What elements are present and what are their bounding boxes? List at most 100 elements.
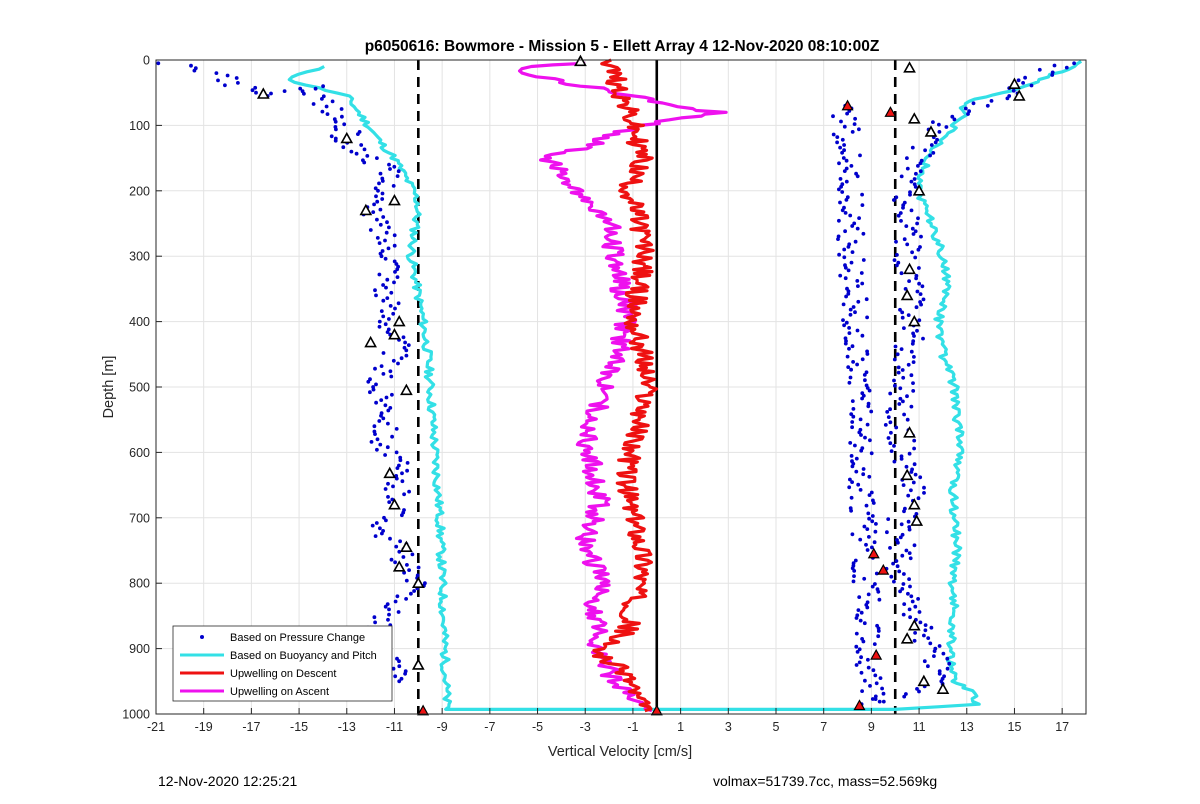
pressure-change-point [867, 493, 872, 497]
pressure-change-point [911, 360, 916, 364]
pressure-change-point [929, 625, 934, 630]
pressure-change-point [971, 101, 976, 106]
pressure-change-point [853, 116, 857, 121]
pressure-change-point [377, 319, 382, 324]
pressure-change-point [391, 484, 395, 489]
pressure-change-point [837, 218, 841, 223]
pressure-change-point [897, 402, 902, 406]
pressure-change-point [892, 198, 896, 202]
pressure-change-point [400, 479, 405, 484]
pressure-change-point [860, 203, 865, 208]
pressure-change-point [865, 548, 870, 552]
outlined-triangle-marker [1012, 89, 1026, 101]
pressure-change-point [395, 594, 400, 599]
pressure-change-point [900, 368, 905, 372]
pressure-change-point [342, 122, 347, 127]
pressure-change-point [377, 324, 382, 329]
pressure-change-point [1037, 67, 1042, 72]
pressure-change-point [405, 563, 409, 567]
pressure-change-point [888, 420, 893, 425]
pressure-change-point [835, 135, 840, 140]
pressure-change-point [393, 674, 398, 679]
outlined-triangle-marker [924, 125, 938, 137]
pressure-change-point [985, 103, 990, 108]
pressure-change-point [375, 156, 379, 161]
pressure-change-point [379, 364, 384, 368]
pressure-change-point [398, 539, 402, 544]
pressure-change-point [901, 483, 906, 487]
pressure-change-point [395, 466, 400, 470]
pressure-change-point [873, 697, 878, 701]
pressure-change-point [915, 221, 919, 226]
pressure-change-point [846, 268, 851, 273]
pressure-change-point [378, 442, 383, 447]
pressure-change-point [853, 558, 858, 563]
pressure-change-point [863, 378, 867, 383]
pressure-change-point [937, 644, 942, 648]
pressure-change-point [867, 388, 872, 393]
pressure-change-point [848, 477, 852, 482]
pressure-change-point [387, 500, 392, 504]
x-tick-label: 11 [913, 720, 926, 734]
pressure-change-point [875, 623, 879, 628]
legend-label: Upwelling on Ascent [230, 686, 329, 698]
pressure-change-point [223, 83, 227, 88]
pressure-change-point [926, 636, 931, 640]
pressure-change-point [849, 164, 854, 168]
pressure-change-point [850, 459, 854, 464]
pressure-change-point [380, 531, 384, 536]
pressure-change-point [844, 294, 848, 299]
pressure-change-point [922, 633, 926, 638]
pressure-change-point [321, 84, 325, 89]
x-tick-label: -5 [532, 720, 543, 734]
pressure-change-point [869, 451, 874, 456]
pressure-change-point [866, 592, 871, 597]
pressure-change-point [381, 215, 386, 219]
pressure-change-point [321, 94, 326, 99]
pressure-change-point [311, 102, 316, 106]
pressure-change-point [857, 127, 861, 132]
pressure-change-point [853, 239, 858, 244]
pressure-change-point [383, 403, 388, 408]
pressure-change-point [855, 226, 860, 231]
pressure-change-point [892, 258, 897, 262]
pressure-change-point [911, 389, 916, 393]
pressure-change-point [905, 394, 909, 399]
pressure-change-point [888, 546, 892, 550]
pressure-change-point [850, 250, 855, 255]
pressure-change-point [917, 689, 921, 694]
pressure-change-point [928, 153, 932, 158]
pressure-change-point [873, 529, 878, 534]
x-tick-label: 3 [725, 720, 732, 734]
filled-triangle-marker [870, 648, 883, 660]
pressure-change-point [906, 493, 911, 498]
pressure-change-point [380, 191, 385, 196]
pressure-change-point [839, 119, 843, 124]
pressure-change-point [906, 313, 911, 317]
pressure-change-point [902, 237, 907, 242]
pressure-change-point [380, 249, 385, 253]
pressure-change-point [849, 495, 854, 500]
x-tick-label: -9 [437, 720, 448, 734]
outlined-triangle-marker [917, 674, 931, 687]
pressure-change-point [359, 143, 364, 147]
outlined-triangle-marker [903, 426, 916, 438]
pressure-change-point [919, 234, 923, 239]
pressure-change-point [392, 233, 397, 238]
pressure-change-point [854, 171, 858, 176]
pressure-change-point [389, 290, 394, 295]
pressure-change-point [909, 208, 914, 213]
outlined-triangle-marker [900, 632, 914, 644]
pressure-change-point [384, 230, 389, 235]
pressure-change-point [860, 333, 865, 338]
pressure-change-point [852, 574, 856, 578]
pressure-change-point [397, 679, 402, 684]
pressure-change-point [914, 305, 919, 310]
pressure-change-point [902, 572, 906, 576]
pressure-change-point [844, 179, 849, 184]
x-tick-label: 5 [773, 720, 780, 734]
pressure-change-point [857, 647, 862, 652]
pressure-change-point [920, 284, 925, 289]
pressure-change-point [893, 344, 898, 349]
pressure-change-point [334, 127, 338, 132]
